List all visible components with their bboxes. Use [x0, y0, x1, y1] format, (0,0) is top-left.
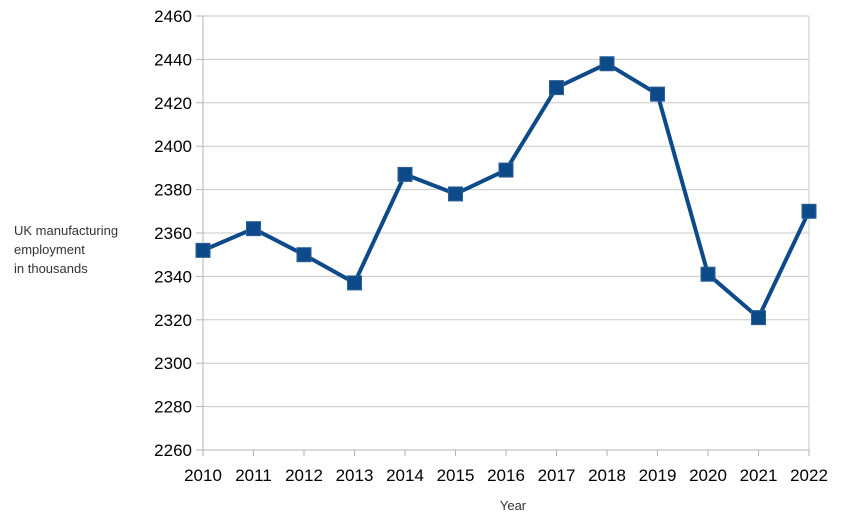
- x-tick-label-2012: 2012: [285, 466, 323, 485]
- data-point-2020: [700, 266, 716, 282]
- data-series: [195, 56, 817, 326]
- data-point-2016: [498, 162, 514, 178]
- y-tick-label-2260: 2260: [154, 441, 192, 460]
- y-tick-label-2340: 2340: [154, 267, 192, 286]
- x-tick-label-2020: 2020: [689, 466, 727, 485]
- y-tick-label-2280: 2280: [154, 398, 192, 417]
- x-tick-label-2013: 2013: [336, 466, 374, 485]
- y-axis-label-line-2: employment: [14, 242, 85, 257]
- x-tick-label-2011: 2011: [235, 466, 272, 485]
- series-line-0: [202, 61, 811, 320]
- y-tick-label-2300: 2300: [154, 354, 192, 373]
- y-tick-label-2360: 2360: [154, 224, 192, 243]
- data-point-2012: [296, 247, 312, 263]
- x-tick-label-2017: 2017: [538, 466, 576, 485]
- y-tick-label-2380: 2380: [154, 181, 192, 200]
- data-point-2010: [195, 242, 211, 258]
- y-tick-label-2400: 2400: [154, 137, 192, 156]
- data-point-2018: [599, 56, 615, 72]
- x-tick-label-2014: 2014: [386, 466, 424, 485]
- y-tick-label-2460: 2460: [154, 7, 192, 26]
- x-tick-label-2015: 2015: [437, 466, 475, 485]
- data-point-2014: [397, 166, 413, 182]
- x-tick-labels: 2010 2011 2012 2013 2014 2015 2016 2017 2018 2019…: [184, 450, 828, 485]
- y-axis-label-line-1: UK manufacturing: [14, 223, 118, 238]
- data-point-2022: [801, 203, 817, 219]
- y-tick-label-2320: 2320: [154, 311, 192, 330]
- x-tick-label-2021: 2021: [740, 466, 778, 485]
- data-point-2013: [347, 275, 362, 291]
- x-tick-label-2016: 2016: [487, 466, 525, 485]
- data-point-2017: [549, 80, 564, 96]
- data-point-2021: [751, 310, 766, 326]
- x-tick-label-2018: 2018: [588, 466, 626, 485]
- data-point-2011: [246, 221, 261, 237]
- y-axis-label-line-3: in thousands: [14, 261, 88, 276]
- x-tick-label-2019: 2019: [639, 466, 677, 485]
- y-tick-label-2440: 2440: [154, 50, 192, 69]
- y-tick-labels: 2260 2280 2300 2320 2340 2360 2380 2400 2420 2440…: [154, 7, 192, 460]
- data-point-2015: [448, 186, 463, 202]
- x-tick-label-2022: 2022: [790, 466, 828, 485]
- x-axis-label: Year: [500, 498, 527, 513]
- y-tick-label-2420: 2420: [154, 94, 192, 113]
- x-tick-label-2010: 2010: [184, 466, 222, 485]
- gridlines: [196, 15, 809, 451]
- data-point-2019: [650, 86, 665, 102]
